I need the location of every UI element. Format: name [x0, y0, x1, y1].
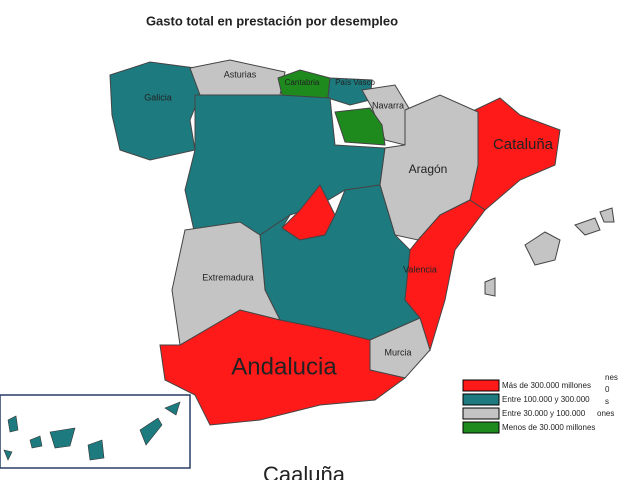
andalucia [159, 309, 407, 426]
region-label: Andalucia [231, 353, 337, 380]
region-labels: Galicia Asturias Cantabria País Vasco Na… [144, 69, 553, 380]
legend-swatch [462, 421, 500, 434]
region-label: Cataluña [493, 136, 554, 153]
menorca [574, 217, 601, 236]
region-label: Asturias [224, 69, 257, 79]
footer-text: Caaluña [263, 462, 346, 480]
hidden-text: nes [605, 373, 618, 382]
region-label: Murcia [384, 347, 411, 357]
region-label: Cantabria [285, 78, 320, 87]
legend-swatch [462, 379, 500, 392]
legend-label: Menos de 30.000 millones [502, 423, 595, 432]
valencia [404, 199, 486, 352]
la-rioja [334, 107, 386, 146]
legend-label: Entre 100.000 y 300.000 [502, 395, 590, 404]
legend-label: Más de 300.000 millones [502, 381, 591, 390]
title: Gasto total en prestación por desempleo [146, 13, 398, 28]
castilla-leon [184, 94, 386, 236]
region-label: Extremadura [202, 272, 254, 282]
legend-label: Entre 30.000 y 100.000 [502, 409, 586, 418]
region-label: Navarra [372, 100, 404, 110]
hidden-text: 0 [605, 385, 610, 394]
region-label: Valencia [403, 264, 437, 274]
cataluna [469, 97, 561, 211]
hidden-text: ones [597, 409, 614, 418]
legend-swatch [462, 407, 500, 420]
pais-vasco [327, 77, 373, 106]
hidden-text: s [605, 397, 609, 406]
canarias-inset [0, 394, 191, 469]
region-label: Galicia [144, 92, 172, 102]
ibiza [484, 277, 496, 297]
region-label: País Vasco [335, 78, 375, 87]
region-label: Aragón [409, 162, 448, 176]
galicia [109, 61, 201, 161]
mallorca [524, 231, 561, 266]
regions [109, 59, 615, 426]
legend: nes 0 s ones Más de 300.000 millones Ent… [462, 373, 618, 434]
menorca-east [599, 207, 615, 223]
legend-swatch [462, 393, 500, 406]
